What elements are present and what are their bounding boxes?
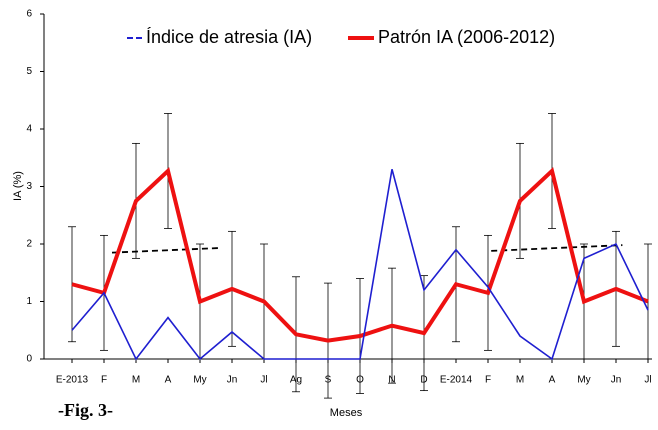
x-tick-label: My bbox=[193, 375, 206, 386]
x-tick-label: A bbox=[549, 375, 556, 386]
x-tick-label: Jn bbox=[611, 375, 622, 386]
x-tick-label: Jl bbox=[644, 375, 651, 386]
y-tick-label: 5 bbox=[26, 66, 32, 77]
y-tick-label: 0 bbox=[26, 354, 32, 365]
x-tick-label: My bbox=[577, 375, 590, 386]
trend-line bbox=[111, 247, 220, 254]
x-tick-label: F bbox=[485, 375, 491, 386]
trend-line bbox=[491, 244, 623, 252]
x-tick-label: E-2013 bbox=[56, 375, 89, 386]
x-tick-label: A bbox=[165, 375, 172, 386]
legend-label: Patrón IA (2006-2012) bbox=[378, 27, 555, 47]
x-tick-label: F bbox=[101, 375, 107, 386]
x-tick-label: Jn bbox=[227, 375, 238, 386]
figure-label: -Fig. 3- bbox=[58, 400, 113, 420]
x-axis-label: Meses bbox=[330, 407, 363, 419]
y-tick-label: 2 bbox=[26, 239, 32, 250]
y-tick-label: 6 bbox=[26, 9, 32, 20]
series-line bbox=[71, 169, 649, 361]
y-axis-label: IA (%) bbox=[12, 171, 24, 201]
x-tick-label: M bbox=[516, 375, 524, 386]
legend-label: Índice de atresia (IA) bbox=[146, 27, 312, 47]
x-tick-label: M bbox=[132, 375, 140, 386]
y-tick-label: 4 bbox=[26, 124, 32, 135]
y-tick-label: 3 bbox=[26, 181, 32, 192]
series-line bbox=[71, 167, 649, 343]
x-tick-label: Jl bbox=[260, 375, 267, 386]
y-tick-label: 1 bbox=[26, 296, 32, 307]
x-tick-label: E-2014 bbox=[440, 375, 473, 386]
